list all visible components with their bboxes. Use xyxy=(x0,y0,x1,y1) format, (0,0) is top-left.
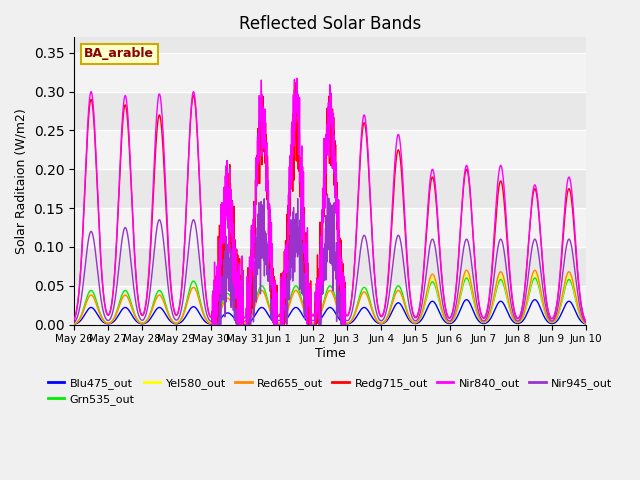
Red655_out xyxy=(531,267,539,273)
Grn535_out xyxy=(582,321,590,326)
Yel580_out xyxy=(531,271,539,277)
Yel580_out xyxy=(266,309,274,314)
Yel580_out xyxy=(129,307,136,312)
Redg715_out xyxy=(582,319,590,324)
Grn535_out xyxy=(289,288,296,294)
Blu475_out xyxy=(517,320,525,325)
X-axis label: Time: Time xyxy=(315,347,346,360)
Line: Grn535_out: Grn535_out xyxy=(74,278,586,324)
Grn535_out xyxy=(70,321,78,327)
Yel580_out xyxy=(572,297,580,303)
Red655_out xyxy=(572,295,580,300)
Red655_out xyxy=(266,309,274,314)
Grn535_out xyxy=(159,292,166,298)
Bar xyxy=(74,131,586,169)
Bar xyxy=(74,286,586,324)
Line: Nir840_out: Nir840_out xyxy=(74,78,586,324)
Grn535_out xyxy=(531,275,539,281)
Nir840_out xyxy=(70,317,78,323)
Blu475_out xyxy=(531,297,539,302)
Redg715_out xyxy=(209,322,216,327)
Blu475_out xyxy=(266,315,274,321)
Nir840_out xyxy=(209,322,217,327)
Yel580_out xyxy=(582,321,590,326)
Red655_out xyxy=(582,321,590,326)
Red655_out xyxy=(289,292,296,298)
Blu475_out xyxy=(159,307,166,313)
Line: Nir945_out: Nir945_out xyxy=(74,194,586,324)
Nir945_out xyxy=(209,322,217,327)
Yel580_out xyxy=(289,292,296,298)
Nir840_out xyxy=(129,206,136,212)
Nir840_out xyxy=(289,132,296,138)
Line: Blu475_out: Blu475_out xyxy=(74,300,586,324)
Blu475_out xyxy=(70,321,78,327)
Grn535_out xyxy=(266,307,274,313)
Text: BA_arable: BA_arable xyxy=(84,48,154,60)
Line: Redg715_out: Redg715_out xyxy=(74,83,586,324)
Redg715_out xyxy=(291,80,299,85)
Nir945_out xyxy=(70,320,78,325)
Redg715_out xyxy=(267,259,275,264)
Line: Red655_out: Red655_out xyxy=(74,270,586,324)
Nir945_out xyxy=(129,273,136,278)
Red655_out xyxy=(70,321,78,327)
Blu475_out xyxy=(582,321,590,327)
Blu475_out xyxy=(129,313,136,319)
Redg715_out xyxy=(70,317,78,323)
Bar xyxy=(74,53,586,92)
Red655_out xyxy=(517,317,525,323)
Nir840_out xyxy=(293,75,301,81)
Yel580_out xyxy=(159,297,166,302)
Legend: Blu475_out, Grn535_out, Yel580_out, Red655_out, Redg715_out, Nir840_out, Nir945_: Blu475_out, Grn535_out, Yel580_out, Red6… xyxy=(43,373,617,409)
Nir945_out xyxy=(289,278,296,284)
Nir945_out xyxy=(517,314,525,320)
Red655_out xyxy=(129,307,136,312)
Bar xyxy=(74,208,586,247)
Grn535_out xyxy=(572,299,580,305)
Redg715_out xyxy=(159,143,166,148)
Title: Reflected Solar Bands: Reflected Solar Bands xyxy=(239,15,421,33)
Grn535_out xyxy=(129,304,136,310)
Nir840_out xyxy=(582,319,590,324)
Redg715_out xyxy=(572,255,580,261)
Nir945_out xyxy=(572,280,580,286)
Nir840_out xyxy=(572,249,580,255)
Yel580_out xyxy=(70,321,78,327)
Y-axis label: Solar Raditaion (W/m2): Solar Raditaion (W/m2) xyxy=(15,108,28,254)
Nir945_out xyxy=(159,232,166,238)
Nir945_out xyxy=(324,191,332,197)
Grn535_out xyxy=(517,318,525,324)
Nir840_out xyxy=(517,309,525,315)
Blu475_out xyxy=(289,307,296,312)
Nir840_out xyxy=(159,125,166,131)
Redg715_out xyxy=(129,211,136,216)
Nir945_out xyxy=(582,320,590,325)
Redg715_out xyxy=(517,310,525,315)
Yel580_out xyxy=(517,318,525,324)
Line: Yel580_out: Yel580_out xyxy=(74,274,586,324)
Blu475_out xyxy=(572,310,580,316)
Nir840_out xyxy=(267,232,275,238)
Redg715_out xyxy=(289,189,296,194)
Nir945_out xyxy=(267,277,275,283)
Red655_out xyxy=(159,297,166,302)
